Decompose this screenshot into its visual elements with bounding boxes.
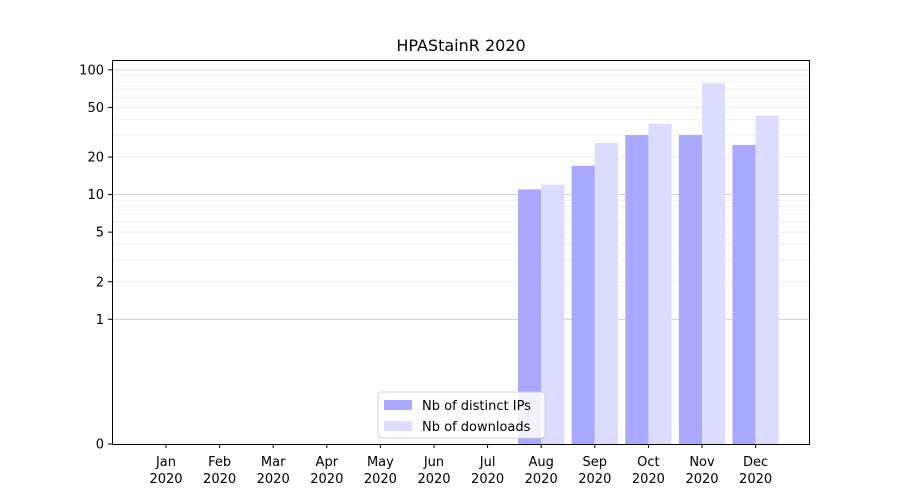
y-tick-label: 50 xyxy=(87,101,104,116)
legend: Nb of distinct IPs Nb of downloads xyxy=(377,391,546,439)
x-tick-label-month: Sep xyxy=(583,455,608,470)
x-tick-label-month: Dec xyxy=(743,455,768,470)
x-tick-label-month: Nov xyxy=(689,455,715,470)
bars xyxy=(518,83,779,445)
plot-frame xyxy=(112,60,810,445)
bar-distinct-ips xyxy=(518,189,542,444)
x-tick-label-year: 2020 xyxy=(525,472,558,487)
x-tick-label-month: Jul xyxy=(479,455,496,470)
bar-downloads xyxy=(755,115,779,444)
x-tick-label-year: 2020 xyxy=(310,472,343,487)
bar-downloads xyxy=(541,184,565,444)
legend-swatch xyxy=(384,400,412,410)
x-tick-label-year: 2020 xyxy=(739,472,772,487)
bar-distinct-ips xyxy=(678,135,702,445)
bar-downloads xyxy=(702,83,726,444)
y-tick-label: 0 xyxy=(96,438,104,453)
x-tick-label-month: Oct xyxy=(637,455,659,470)
grid-lines xyxy=(112,69,810,320)
legend-label: Nb of downloads xyxy=(422,420,531,435)
x-tick-label-month: Aug xyxy=(529,455,554,470)
y-tick-label: 5 xyxy=(96,226,104,241)
x-tick-label-year: 2020 xyxy=(149,472,182,487)
legend-swatch xyxy=(384,421,412,431)
axes-ticks: 0 1 2 5 10 20 50 100 Jan 2020 Feb 2020 Mar 2020 Apr 202… xyxy=(79,63,772,487)
bar-downloads xyxy=(648,123,672,444)
x-tick-label-month: Apr xyxy=(316,455,339,470)
x-tick-label-month: Jan xyxy=(155,455,176,470)
y-tick-label: 10 xyxy=(87,188,104,203)
bar-distinct-ips xyxy=(625,135,649,445)
x-tick-label-month: Mar xyxy=(261,455,286,470)
chart-title: HPAStainR 2020 xyxy=(396,36,525,55)
bar-distinct-ips xyxy=(732,144,756,445)
legend-label: Nb of distinct IPs xyxy=(422,399,531,414)
y-tick-label: 1 xyxy=(96,313,104,328)
y-tick-label: 100 xyxy=(79,63,104,78)
x-tick-label-year: 2020 xyxy=(471,472,504,487)
x-tick-label-month: Feb xyxy=(208,455,231,470)
y-tick-label: 2 xyxy=(96,275,104,290)
x-tick-label-month: Jun xyxy=(423,455,444,470)
bar-downloads xyxy=(594,142,618,445)
bar-distinct-ips xyxy=(571,165,595,444)
x-tick-label-year: 2020 xyxy=(203,472,236,487)
x-tick-label-year: 2020 xyxy=(632,472,665,487)
y-tick-label: 20 xyxy=(87,151,104,166)
x-tick-label-year: 2020 xyxy=(257,472,290,487)
x-tick-label-year: 2020 xyxy=(364,472,397,487)
x-tick-label-year: 2020 xyxy=(578,472,611,487)
x-tick-label-year: 2020 xyxy=(685,472,718,487)
x-tick-label-year: 2020 xyxy=(417,472,450,487)
legend-box xyxy=(377,391,546,439)
x-tick-label-month: May xyxy=(367,455,394,470)
